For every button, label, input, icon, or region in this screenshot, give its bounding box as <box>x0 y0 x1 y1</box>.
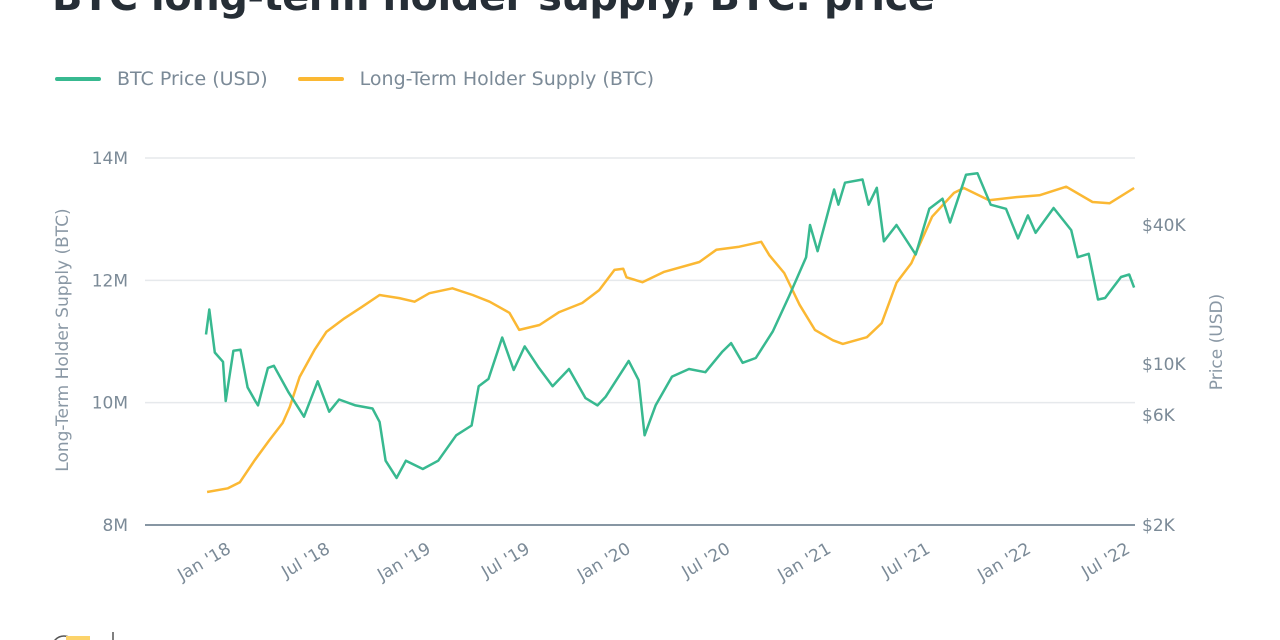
x-tick-label: Jul '21 <box>878 539 934 583</box>
y-right-axis-title: Price (USD) <box>1207 294 1227 390</box>
y-right-tick-label: $40K <box>1142 216 1186 236</box>
x-tick-label: Jul '18 <box>278 539 334 583</box>
x-tick-label: Jul '22 <box>1078 539 1134 583</box>
series-line-btc-price <box>204 172 1136 480</box>
x-tick-label: Jul '20 <box>678 539 734 583</box>
legend-swatch-price <box>55 77 101 81</box>
y-left-tick-label: 12M <box>92 271 128 291</box>
chart-title: BTC long-term holder supply, BTC: price <box>52 0 935 20</box>
brand-logo <box>54 632 114 640</box>
y-left-axis-title: Long-Term Holder Supply (BTC) <box>53 208 73 471</box>
y-right-tick-label: $10K <box>1142 355 1186 375</box>
x-tick-label: Jan '21 <box>774 539 835 586</box>
legend-item-supply[interactable]: Long-Term Holder Supply (BTC) <box>297 68 655 90</box>
legend-item-price[interactable]: BTC Price (USD) <box>55 68 268 90</box>
x-tick-label: Jul '19 <box>477 539 533 583</box>
x-tick-label: Jan '20 <box>573 539 634 586</box>
legend-label-price: BTC Price (USD) <box>117 68 268 90</box>
y-left-tick-label: 10M <box>92 394 128 414</box>
y-left-tick-label: 8M <box>103 516 128 536</box>
y-right-tick-label: $2K <box>1142 516 1176 536</box>
x-tick-label: Jan '22 <box>973 539 1034 586</box>
series-line-lth-supply <box>206 185 1135 494</box>
legend: BTC Price (USD) Long-Term Holder Supply … <box>55 68 684 90</box>
legend-label-supply: Long-Term Holder Supply (BTC) <box>359 68 655 90</box>
y-left-tick-label: 14M <box>92 149 128 169</box>
legend-swatch-supply <box>297 77 344 81</box>
x-tick-label: Jan '19 <box>373 539 434 586</box>
y-right-tick-label: $6K <box>1142 406 1176 426</box>
x-tick-label: Jan '18 <box>173 539 234 586</box>
